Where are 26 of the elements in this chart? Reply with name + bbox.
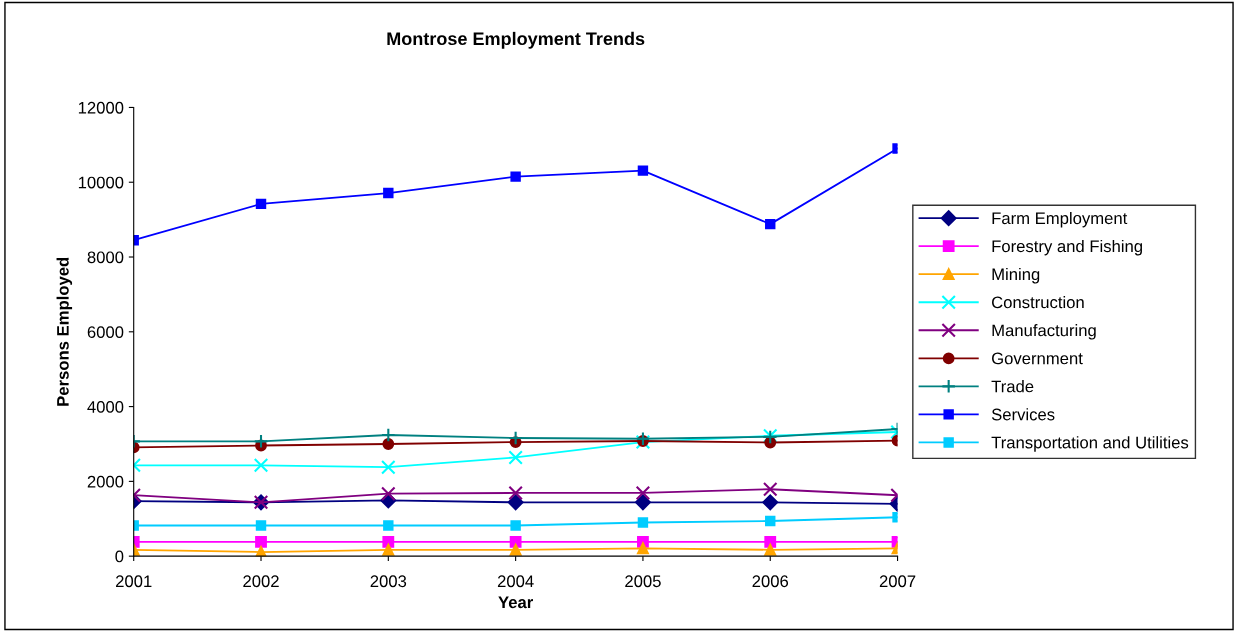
y-tick-label: 6000 xyxy=(87,326,124,338)
legend-label: Construction xyxy=(992,296,1084,309)
y-tick-label: 10000 xyxy=(78,176,124,189)
x-tick-label: 2002 xyxy=(243,575,279,588)
legend-label: Farm Employment xyxy=(992,211,1128,228)
legend-label: Government xyxy=(992,352,1083,365)
x-tick-label: 2005 xyxy=(625,575,661,588)
y-tick-label: 4000 xyxy=(87,400,124,413)
x-axis-title: Year xyxy=(498,596,533,609)
y-tick-label: 12000 xyxy=(78,101,124,114)
legend-label: Transportation and Utilities xyxy=(991,436,1189,452)
legend-label: Trade xyxy=(991,380,1034,393)
x-tick-label: 2003 xyxy=(370,575,407,588)
legend-label: Forestry and Fishing xyxy=(992,239,1142,256)
y-tick-label: 2000 xyxy=(87,475,124,488)
x-tick-label: 2007 xyxy=(879,575,916,588)
y-tick-label: 8000 xyxy=(87,251,124,264)
legend-label: Mining xyxy=(992,267,1040,284)
x-tick-label: 2004 xyxy=(497,575,534,588)
legend-label: Services xyxy=(991,408,1055,421)
x-tick-label: 2001 xyxy=(116,575,152,588)
y-tick-label: 0 xyxy=(115,550,124,563)
legend-label: Manufacturing xyxy=(992,324,1096,340)
x-tick-label: 2006 xyxy=(752,575,789,588)
chart-title: Montrose Employment Trends xyxy=(387,31,645,49)
y-axis-title: Persons Employed xyxy=(56,257,73,406)
